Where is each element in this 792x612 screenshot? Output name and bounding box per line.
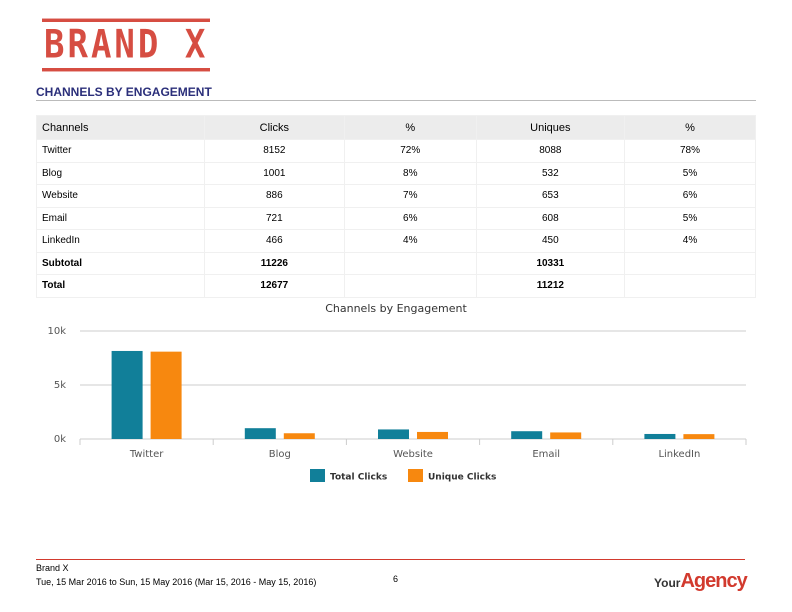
column-header: Channels: [36, 115, 205, 140]
table-cell: 6%: [624, 184, 756, 208]
legend-label: Unique Clicks: [428, 473, 496, 483]
agency-logo: YourAgency: [654, 570, 748, 593]
chart: Channels by Engagement 0k 5k 10k Twitter Blo…: [47, 302, 747, 483]
x-tick-label: Email: [532, 449, 560, 460]
table-header: Channels Clicks% Uniques%: [36, 115, 756, 140]
logo: BRAND X: [42, 18, 211, 72]
table-row: Twitter 8152 72% 8088 78%: [36, 139, 756, 163]
table-cell: Blog: [36, 161, 205, 185]
table-cell: 11212: [475, 274, 626, 298]
bar: [150, 351, 182, 439]
table-cell: 721: [203, 206, 345, 230]
agency-your: Your: [654, 576, 681, 590]
table-cell: 532: [475, 161, 626, 185]
table-cell: [343, 251, 477, 275]
bar: [644, 433, 676, 439]
table-cell: 5%: [624, 161, 756, 185]
legend-swatch: [310, 469, 325, 482]
table-row: Website 886 7% 653 6%: [36, 184, 756, 208]
divider: [36, 100, 756, 101]
table-row: Blog 1001 8% 532 5%: [36, 161, 756, 185]
y-tick-label: 5k: [54, 380, 66, 391]
table-cell: 8%: [343, 161, 477, 185]
table-cell: 72%: [343, 139, 477, 163]
bar: [244, 428, 276, 439]
column-header: Clicks: [203, 115, 345, 140]
table-cell: [624, 274, 756, 298]
section-title: CHANNELS BY ENGAGEMENT: [36, 85, 212, 99]
column-header: %: [624, 115, 756, 140]
y-tick-label: 10k: [47, 326, 66, 337]
bar: [683, 434, 715, 439]
footer-date: Tue, 15 Mar 2016 to Sun, 15 May 2016 (Ma…: [36, 577, 317, 587]
table-cell: 4%: [343, 229, 477, 253]
table-cell: Total: [36, 274, 205, 298]
x-tick-label: Website: [393, 449, 433, 460]
table-cell: 8088: [475, 139, 626, 163]
table-row: Total 12677 11212: [36, 274, 756, 298]
bar: [283, 433, 315, 439]
bar: [378, 429, 409, 439]
table-cell: 12677: [203, 274, 345, 298]
x-tick-label: Blog: [269, 449, 291, 460]
column-header: Uniques: [475, 115, 626, 140]
column-header: %: [343, 115, 477, 140]
x-tick-label: Twitter: [129, 449, 164, 460]
table-cell: 10331: [475, 251, 626, 275]
table-row: LinkedIn 466 4% 450 4%: [36, 229, 756, 253]
table-cell: [343, 274, 477, 298]
table-row: Subtotal 11226 10331: [36, 251, 756, 275]
table-cell: LinkedIn: [36, 229, 205, 253]
table-cell: [624, 251, 756, 275]
table-cell: 653: [475, 184, 626, 208]
legend-swatch: [408, 469, 423, 482]
table-cell: 886: [203, 184, 345, 208]
y-tick-label: 0k: [54, 434, 66, 445]
table-cell: 11226: [203, 251, 345, 275]
agency-name: Agency: [680, 570, 747, 592]
table-cell: 5%: [624, 206, 756, 230]
table-cell: 608: [475, 206, 626, 230]
table-cell: 1001: [203, 161, 345, 185]
table-cell: 466: [203, 229, 345, 253]
chart-title: Channels by Engagement: [325, 302, 467, 315]
x-tick-label: LinkedIn: [658, 449, 700, 460]
data-table: Channels Clicks% Uniques% Twitter 8152 72% 808…: [36, 115, 756, 298]
page-number: 6: [393, 574, 399, 584]
bar: [550, 432, 582, 439]
footer-line: [36, 559, 745, 560]
table-cell: Email: [36, 206, 205, 230]
table-cell: 78%: [624, 139, 756, 163]
table-cell: 7%: [343, 184, 477, 208]
table-cell: 450: [475, 229, 626, 253]
table-cell: Website: [36, 184, 205, 208]
table-cell: Twitter: [36, 139, 205, 163]
legend-label: Total Clicks: [330, 473, 387, 483]
table-cell: 6%: [343, 206, 477, 230]
bar: [417, 431, 448, 439]
bar: [111, 350, 143, 439]
footer-company: Brand X: [36, 563, 69, 573]
bar: [511, 431, 543, 439]
table-cell: 8152: [203, 139, 345, 163]
table-row: Email 721 6% 608 5%: [36, 206, 756, 230]
table-cell: 4%: [624, 229, 756, 253]
table-cell: Subtotal: [36, 251, 205, 275]
